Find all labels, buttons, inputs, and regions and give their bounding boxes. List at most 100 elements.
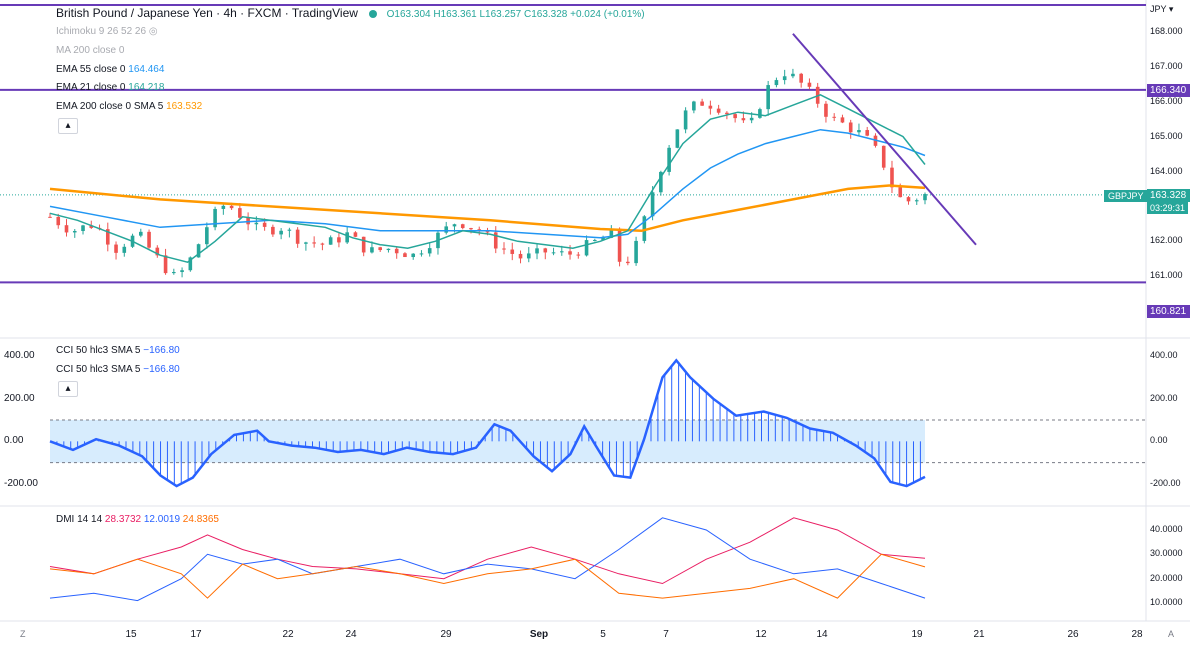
cci-line xyxy=(49,358,926,488)
candle-body xyxy=(469,228,473,230)
candle-body xyxy=(510,249,515,254)
candle-body xyxy=(180,270,184,273)
dmi-plus-di-line xyxy=(49,517,926,602)
time-tick-label: 26 xyxy=(1067,629,1079,640)
candle-body xyxy=(716,108,721,113)
candle-body xyxy=(559,251,564,253)
legend-ma200[interactable]: MA 200 close 0 xyxy=(56,45,125,56)
candle-body xyxy=(593,239,597,241)
candle-body xyxy=(865,130,870,136)
candle-body xyxy=(147,231,151,248)
price-tick-label: 166.000 xyxy=(1150,95,1183,106)
dmi-tick-label: 10.0000 xyxy=(1150,597,1183,607)
legend-dmi[interactable]: DMI 14 14 28.3732 12.0019 24.8365 xyxy=(56,514,219,525)
candle-body xyxy=(64,225,69,233)
cci-tick-label: 200.00 xyxy=(1150,392,1178,403)
support-price-label: 160.821 xyxy=(1147,305,1190,318)
dmi-tick-label: 30.0000 xyxy=(1150,548,1183,559)
legend-ichimoku[interactable]: Ichimoku 9 26 52 26 ◎ xyxy=(56,26,158,37)
candle-body xyxy=(56,216,61,226)
candle-body xyxy=(667,147,671,172)
legend-ema55[interactable]: EMA 55 close 0 164.464 xyxy=(56,64,165,75)
candle-body xyxy=(881,145,886,168)
candle-body xyxy=(328,237,333,245)
dmi-tick-label: 20.0000 xyxy=(1150,572,1183,583)
candle-body xyxy=(725,112,729,115)
candle-body xyxy=(353,232,358,237)
time-tick-label: Sep xyxy=(529,629,549,640)
candle-body xyxy=(782,76,787,81)
price-tick-label: 167.000 xyxy=(1150,60,1183,71)
time-tick-label: 24 xyxy=(345,629,357,640)
candle-body xyxy=(840,117,845,123)
time-tick-label: 14 xyxy=(816,629,828,640)
candle-body xyxy=(758,109,762,118)
candle-body xyxy=(634,240,638,264)
market-status-icon xyxy=(369,9,378,18)
candle-body xyxy=(304,242,308,244)
candle-body xyxy=(824,103,828,117)
time-tick-label: 19 xyxy=(911,629,923,640)
price-tick-label: 162.000 xyxy=(1150,235,1183,246)
candle-body xyxy=(584,240,589,256)
cci-tick-label: 400.00 xyxy=(1150,350,1178,360)
candle-body xyxy=(609,228,614,238)
time-tick-label: 5 xyxy=(600,629,606,640)
collapse-legend-button[interactable]: ▴ xyxy=(58,118,78,134)
candle-body xyxy=(890,167,894,188)
ema200-line xyxy=(49,184,926,233)
candle-body xyxy=(295,229,300,244)
hidden-eye-icon[interactable]: ◎ xyxy=(148,26,158,37)
candle-body xyxy=(188,257,193,271)
candle-body xyxy=(848,122,853,133)
candle-body xyxy=(48,216,52,218)
cci-tick-label: -200.00 xyxy=(1150,478,1181,488)
candle-body xyxy=(708,105,713,109)
price-tick-label: 161.000 xyxy=(1150,270,1183,281)
legend-ema200[interactable]: EMA 200 close 0 SMA 5 163.532 xyxy=(56,101,203,112)
candle-body xyxy=(774,80,779,86)
candle-body xyxy=(238,208,242,218)
candle-body xyxy=(617,228,622,262)
time-tick-label: 29 xyxy=(440,629,452,640)
legend-cci-1[interactable]: CCI 50 hlc3 SMA 5 −166.80 xyxy=(56,345,180,356)
auto-scale-button[interactable]: A xyxy=(1168,629,1175,639)
dmi-minus-di-line xyxy=(49,553,926,599)
candle-body xyxy=(394,248,399,254)
dmi-tick-label: 40.0000 xyxy=(1150,524,1183,534)
candle-body xyxy=(683,110,688,130)
candle-body xyxy=(857,130,861,133)
candle-body xyxy=(205,227,209,245)
candle-body xyxy=(172,272,176,274)
cci-tick-label: 400.00 xyxy=(4,350,35,361)
candle-body xyxy=(799,73,803,83)
candle-body xyxy=(72,231,77,233)
candle-body xyxy=(675,129,680,148)
last-price-label: 163.328 xyxy=(1147,189,1190,202)
collapse-cci-legend-button[interactable]: ▴ xyxy=(58,381,78,397)
candle-body xyxy=(626,261,630,264)
candle-body xyxy=(659,171,663,193)
candle-body xyxy=(832,116,836,118)
ema21-line xyxy=(49,93,926,264)
symbol-badge: GBPJPY xyxy=(1104,190,1148,202)
time-tick-label: 21 xyxy=(973,629,985,640)
candle-body xyxy=(502,248,506,250)
candle-body xyxy=(460,224,465,229)
candle-body xyxy=(650,192,655,217)
candle-body xyxy=(312,242,316,244)
time-tick-label: 17 xyxy=(190,629,202,640)
currency-label[interactable]: JPY ▾ xyxy=(1150,4,1174,14)
symbol-title: British Pound / Japanese Yen · 4h · FXCM… xyxy=(56,6,358,20)
price-tick-label: 165.000 xyxy=(1150,130,1183,141)
timezone-button[interactable]: Z xyxy=(20,629,26,639)
candle-body xyxy=(213,208,217,228)
candle-body xyxy=(345,232,349,243)
candle-body xyxy=(576,254,581,256)
candle-body xyxy=(337,237,341,243)
legend-ema21[interactable]: EMA 21 close 0 164.218 xyxy=(56,82,165,93)
legend-cci-2[interactable]: CCI 50 hlc3 SMA 5 −166.80 xyxy=(56,364,180,375)
cci-tick-label: 200.00 xyxy=(4,392,35,404)
candle-body xyxy=(601,237,605,240)
